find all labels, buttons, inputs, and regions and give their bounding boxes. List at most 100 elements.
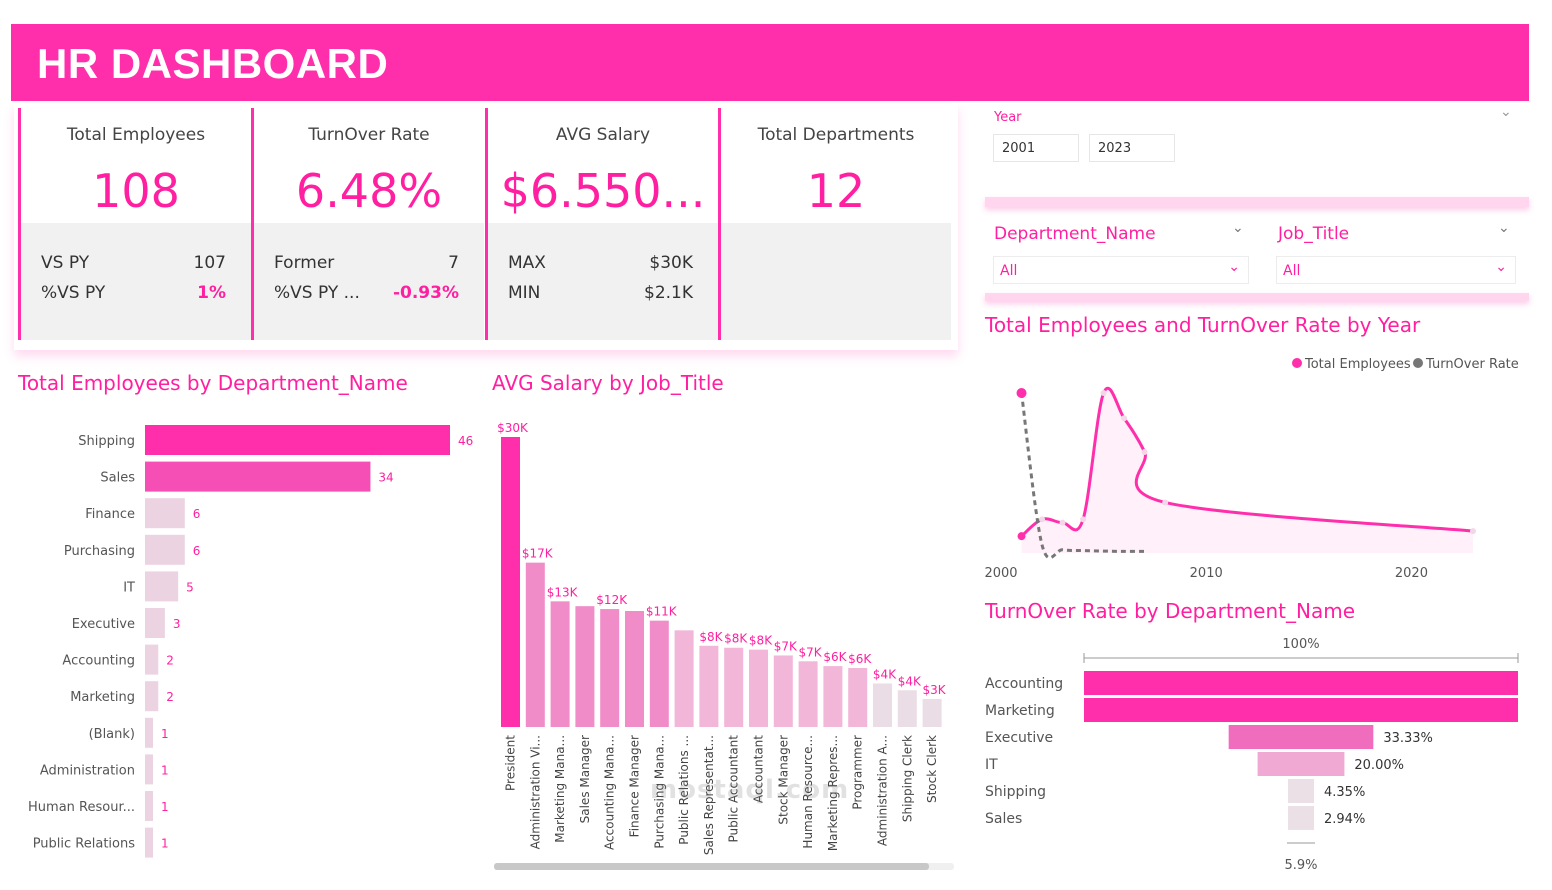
year-trend-title: Total Employees and TurnOver Rate by Yea… [985,313,1420,337]
area-fill [1022,388,1473,553]
bar [145,681,158,711]
chevron-down-icon[interactable]: ⌄ [1500,104,1512,120]
job-title-slicer-label: Job_Title [1278,224,1349,244]
bar [799,661,818,727]
kpi-details: MAX $30K MIN $2.1K [488,223,718,340]
x-tick-label: 2000 [985,566,1018,581]
data-point [1142,449,1148,455]
data-point [1017,388,1027,398]
category-label: Administration A... [876,735,890,846]
kpi-row-value: 107 [194,253,226,273]
bar [873,684,892,728]
kpi-value: 108 [21,164,251,218]
kpi-row-key: MIN [508,283,540,303]
turnover-dept-chart: 100% Accounting Marketing Executive 33.33% IT… [985,630,1530,880]
category-label: Accounting [985,676,1063,692]
kpi-total-employees[interactable]: Total Employees 108 VS PY 107 %VS PY 1% [18,108,251,340]
kpi-row-key: Former [274,253,334,273]
chevron-down-icon[interactable]: ⌄ [1232,220,1244,236]
legend-label: TurnOver Rate [1425,357,1519,372]
legend-marker [1413,358,1423,368]
bar [1229,725,1374,749]
department-dropdown[interactable]: All ⌄ [993,256,1249,284]
category-label: (Blank) [89,727,135,742]
avg-salary-chart: $30K President $17K Administration Vi... $13… [490,405,960,880]
watermark: mostaql.com [650,775,849,805]
kpi-row-key: MAX [508,253,546,273]
department-slicer-label: Department_Name [994,224,1156,244]
bar [848,668,867,727]
data-point [1018,532,1026,540]
data-point [1060,520,1066,526]
kpi-details: VS PY 107 %VS PY 1% [21,223,251,340]
year-trend-chart: Total Employees TurnOver Rate 2000 2010 2020 [985,345,1530,590]
bar [145,608,165,638]
data-label: 46 [458,434,473,448]
category-label: Sales [985,811,1022,827]
year-from-input[interactable]: 2001 [993,134,1079,162]
bar [145,462,370,492]
category-label: Marketing Mana... [553,735,567,843]
bar [145,571,178,601]
kpi-turnover-rate[interactable]: TurnOver Rate 6.48% Former 7 %VS PY ... … [251,108,484,340]
kpi-value: 6.48% [254,164,484,218]
kpi-row-value: -0.93% [393,283,459,303]
data-point [1039,516,1045,522]
bar [145,791,153,821]
bar [145,645,158,675]
data-point [1121,415,1127,421]
category-label: Accounting Mana... [603,735,617,850]
year-to-input[interactable]: 2023 [1089,134,1175,162]
data-point [1080,516,1086,522]
data-label: $6K [848,652,872,666]
kpi-avg-salary[interactable]: AVG Salary $6.550... MAX $30K MIN $2.1K [485,108,718,340]
data-label: 2 [166,654,174,668]
bar [145,754,153,784]
category-label: Shipping Clerk [900,735,914,822]
scrollbar-thumb [494,863,929,870]
x-tick-label: 2010 [1190,566,1223,581]
data-label: $7K [774,639,798,653]
bar [145,498,185,528]
category-label: Administration Vi... [528,735,542,849]
bar [898,690,917,727]
chevron-down-icon[interactable]: ⌄ [1498,220,1510,236]
category-label: Shipping [985,784,1046,800]
dept-employees-title: Total Employees by Department_Name [18,371,408,395]
job-title-dropdown[interactable]: All ⌄ [1276,256,1516,284]
bar [823,666,842,727]
chevron-down-icon: ⌄ [1495,253,1507,281]
bar [1084,671,1518,695]
category-label: IT [123,580,135,595]
kpi-row-value: $2.1K [644,283,693,303]
dept-employees-chart: Shipping 46Sales 34Finance 6Purchasing 6IT 5E… [18,415,488,865]
kpi-total-departments[interactable]: Total Departments 12 [718,108,951,340]
category-label: Executive [985,730,1053,746]
category-label: Programmer [851,735,865,810]
legend-label: Total Employees [1304,357,1411,372]
divider [985,197,1529,207]
axis-top-label: 100% [1282,637,1319,652]
data-point [1470,528,1476,534]
bar [774,655,793,727]
data-label: 3 [173,617,181,631]
data-point [1162,499,1168,505]
bar [699,646,718,727]
data-label: 33.33% [1383,731,1433,746]
bar [923,699,942,727]
bar [501,437,520,727]
data-label: $7K [799,645,823,659]
bar [1288,806,1314,830]
category-label: Marketing [70,690,135,705]
kpi-label: AVG Salary [488,125,718,145]
data-point [1101,390,1107,396]
data-label: $30K [497,421,529,435]
bar [145,828,153,858]
data-label: 6 [193,507,201,521]
bar [145,718,153,748]
category-label: Administration [40,763,135,778]
turnover-dept-title: TurnOver Rate by Department_Name [985,599,1355,623]
kpi-row-value: 7 [448,253,459,273]
year-slicer-label: Year [994,110,1022,125]
data-label: $17K [522,547,554,561]
